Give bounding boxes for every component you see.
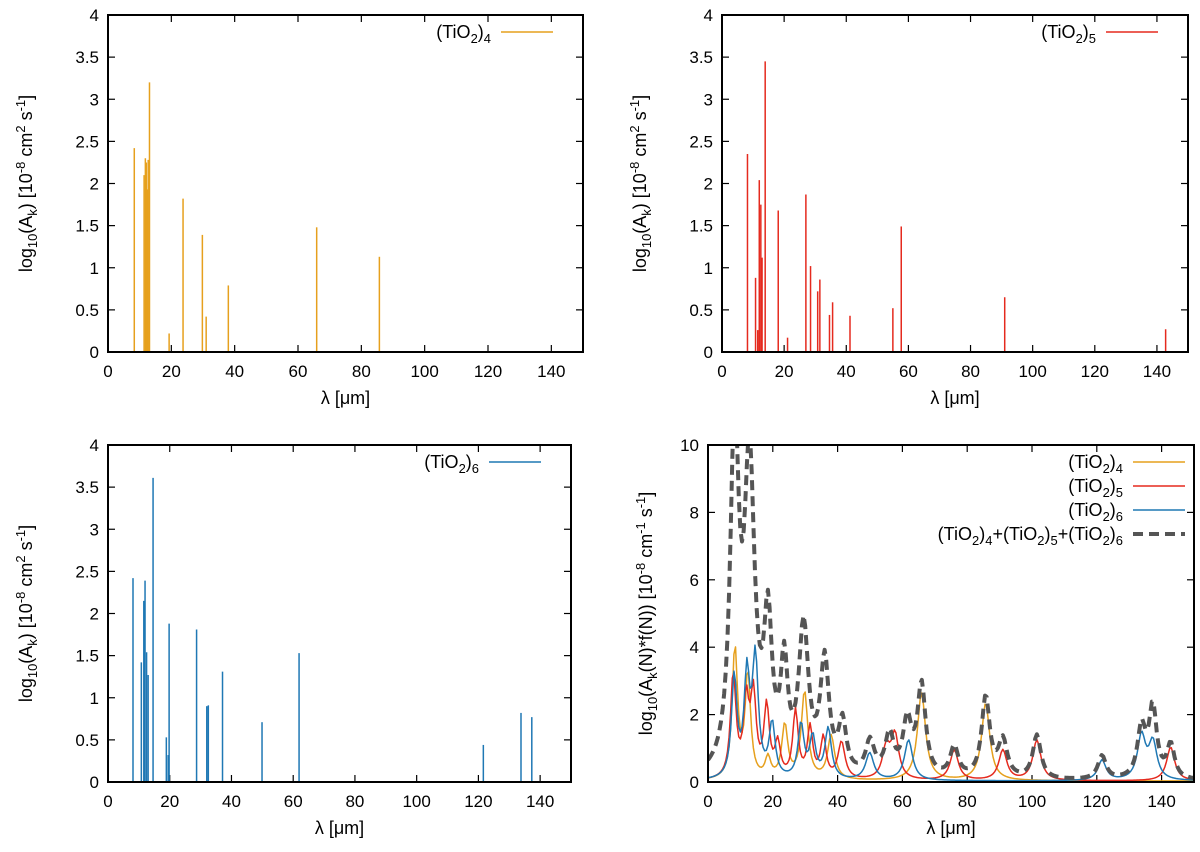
plot-frame — [107, 444, 572, 783]
y-tick-label: 4 — [90, 436, 99, 455]
plot-area — [133, 82, 381, 352]
y-tick-label: 0.5 — [75, 731, 99, 750]
chart-panel-tio2-6: 0 20 40 60 80 100 120 140 0 0.5 1 1.5 2 2.5 3 3.5 4 λ [μm… — [13, 436, 572, 838]
x-tick-label: 100 — [410, 362, 438, 381]
legend-label: (TiO2)5 — [1041, 22, 1096, 46]
y-tick-label: 2.5 — [75, 562, 99, 581]
y-tick-label: 3.5 — [75, 478, 99, 497]
x-tick-label: 60 — [289, 362, 308, 381]
x-tick-label: 20 — [763, 792, 782, 811]
x-tick-label: 140 — [1147, 792, 1175, 811]
x-axis-title: λ [μm] — [926, 818, 975, 838]
x-tick-label: 0 — [103, 362, 112, 381]
x-tick-label: 20 — [160, 792, 179, 811]
x-tick-label: 120 — [464, 792, 492, 811]
x-tick-label: 140 — [526, 792, 554, 811]
y-tick-label: 2 — [90, 605, 99, 624]
x-tick-label: 20 — [162, 362, 181, 381]
plot-frame — [721, 14, 1189, 353]
plot-area — [746, 61, 1167, 352]
y-tick-label: 3 — [704, 90, 713, 109]
y-tick-label: 2 — [690, 706, 699, 725]
y-tick-label: 3.5 — [75, 48, 99, 67]
y-axis-title: log10(Ak) [10-8 cm2 s-1] — [13, 525, 40, 702]
plot-frame — [107, 14, 584, 353]
x-tick-label: 40 — [225, 362, 244, 381]
x-tick-label: 60 — [899, 362, 918, 381]
chart-panel-combined: 0 20 40 60 80 100 120 140 0 2 4 6 8 10 λ [μm] log10(Ak(… — [633, 436, 1195, 838]
chart-panel-tio2-5: 0 20 40 60 80 100 120 140 0 0.5 1 1.5 2 2.5 3 3.5 4 λ [μm… — [627, 6, 1189, 408]
x-tick-label: 140 — [537, 362, 565, 381]
y-tick-label: 0 — [90, 773, 99, 792]
x-tick-label: 40 — [828, 792, 847, 811]
y-tick-label: 3 — [90, 90, 99, 109]
y-tick-label: 2 — [90, 175, 99, 194]
x-tick-label: 100 — [1018, 792, 1046, 811]
x-tick-label: 120 — [474, 362, 502, 381]
x-tick-label: 40 — [837, 362, 856, 381]
y-tick-label: 0 — [704, 343, 713, 362]
y-tick-label: 2.5 — [689, 132, 713, 151]
x-tick-label: 100 — [1018, 362, 1046, 381]
x-tick-label: 0 — [703, 792, 712, 811]
y-tick-label: 1 — [90, 259, 99, 278]
x-tick-label: 40 — [222, 792, 241, 811]
x-tick-label: 80 — [961, 362, 980, 381]
y-tick-label: 1 — [90, 689, 99, 708]
x-tick-label: 80 — [352, 362, 371, 381]
y-axis-title: log10(Ak(N)*f(N)) [10-8 cm-1 s-1] — [633, 492, 660, 736]
y-tick-label: 1.5 — [75, 217, 99, 236]
series-line-sum — [708, 445, 1194, 781]
x-tick-label: 20 — [775, 362, 794, 381]
x-tick-label: 0 — [717, 362, 726, 381]
x-tick-label: 120 — [1083, 792, 1111, 811]
plot-area — [708, 445, 1194, 782]
y-tick-label: 3 — [90, 520, 99, 539]
y-tick-label: 1.5 — [75, 647, 99, 666]
y-tick-label: 0 — [90, 343, 99, 362]
y-axis-title: log10(Ak) [10-8 cm2 s-1] — [627, 95, 654, 272]
y-tick-label: 2.5 — [75, 132, 99, 151]
x-axis-title: λ [μm] — [321, 388, 370, 408]
x-tick-label: 60 — [893, 792, 912, 811]
y-tick-label: 1.5 — [689, 217, 713, 236]
x-axis-title: λ [μm] — [930, 388, 979, 408]
y-tick-label: 4 — [704, 6, 713, 25]
y-tick-label: 0 — [690, 773, 699, 792]
legend-label-p5: (TiO2)5 — [1068, 476, 1123, 500]
y-tick-label: 8 — [690, 503, 699, 522]
legend-label-sum: (TiO2)4+(TiO2)5+(TiO2)6 — [938, 524, 1123, 548]
y-tick-label: 4 — [690, 638, 699, 657]
legend-label: (TiO2)4 — [436, 22, 491, 46]
x-tick-label: 140 — [1143, 362, 1171, 381]
x-tick-label: 60 — [284, 792, 303, 811]
legend-label-p4: (TiO2)4 — [1068, 452, 1123, 476]
x-tick-label: 80 — [958, 792, 977, 811]
legend-label: (TiO2)6 — [424, 452, 479, 476]
y-tick-label: 6 — [690, 571, 699, 590]
x-tick-label: 100 — [402, 792, 430, 811]
chart-panel-tio2-4: 0 20 40 60 80 100 120 140 0 0.5 1 1.5 2 2.5 3 3.5 4 λ [μm… — [13, 6, 584, 408]
y-tick-label: 4 — [90, 6, 99, 25]
x-axis-title: λ [μm] — [315, 818, 364, 838]
series-line-p5 — [708, 671, 1194, 782]
x-tick-label: 120 — [1081, 362, 1109, 381]
y-tick-label: 1 — [704, 259, 713, 278]
y-tick-label: 2 — [704, 175, 713, 194]
y-tick-label: 10 — [680, 436, 699, 455]
y-tick-label: 3.5 — [689, 48, 713, 67]
y-axis-title: log10(Ak) [10-8 cm2 s-1] — [13, 95, 40, 272]
x-tick-label: 0 — [103, 792, 112, 811]
legend-label-p6: (TiO2)6 — [1068, 500, 1123, 524]
y-tick-label: 0.5 — [689, 301, 713, 320]
x-tick-label: 80 — [345, 792, 364, 811]
plot-area — [132, 477, 533, 782]
plot-frame — [707, 444, 1195, 783]
y-tick-label: 0.5 — [75, 301, 99, 320]
